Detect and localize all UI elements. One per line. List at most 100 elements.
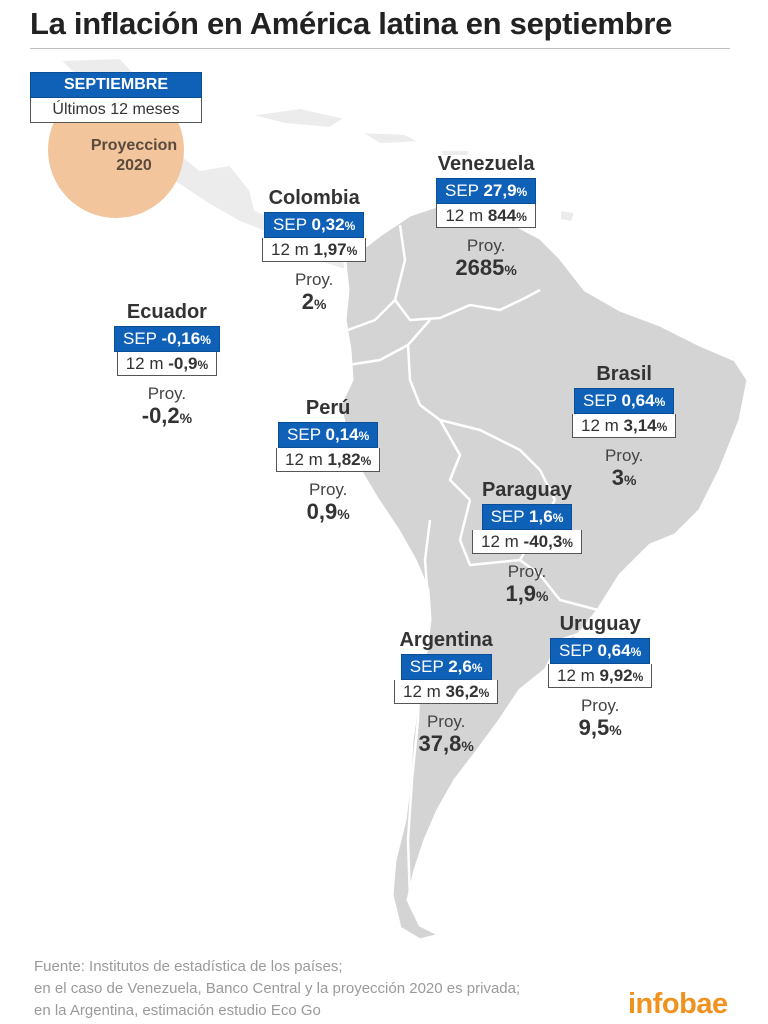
- twelve-month-box: 12 m -40,3%: [472, 530, 582, 554]
- sep-value: -0,16: [161, 329, 201, 348]
- twelve-month-box: 12 m 9,92%: [548, 664, 653, 688]
- percent-sign: %: [358, 429, 370, 443]
- legend-sep-box: SEPTIEMBRE: [30, 72, 202, 98]
- projection-label: Proy.: [580, 696, 620, 715]
- percent-sign: %: [314, 296, 327, 312]
- twelve-month-prefix: 12 m: [557, 666, 595, 685]
- projection-label: Proy.: [507, 562, 547, 581]
- percent-sign: %: [197, 358, 209, 372]
- legend-projection-label: Proyeccion 2020: [66, 136, 202, 176]
- country-name: Venezuela: [437, 153, 535, 175]
- projection-number: 2: [301, 289, 315, 314]
- sep-prefix: SEP: [287, 425, 321, 444]
- twelve-month-prefix: 12 m: [403, 682, 441, 701]
- projection-value: 1,9%: [472, 582, 582, 608]
- projection-number: 37,8: [418, 731, 462, 756]
- sep-prefix: SEP: [559, 641, 593, 660]
- percent-sign: %: [461, 738, 474, 754]
- percent-sign: %: [632, 670, 644, 684]
- twelve-month-box: 12 m 36,2%: [394, 680, 499, 704]
- source-line: Fuente: Institutos de estadística de los…: [34, 958, 343, 975]
- twelve-month-box: 12 m 1,82%: [276, 448, 381, 472]
- percent-sign: %: [516, 185, 528, 199]
- country-paraguay: Paraguay SEP 1,6% 12 m -40,3% Proy. 1,9%: [472, 478, 582, 608]
- percent-sign: %: [516, 210, 527, 224]
- sep-prefix: SEP: [583, 391, 617, 410]
- percent-sign: %: [552, 511, 564, 525]
- twelve-month-value: 1,97: [313, 240, 347, 259]
- twelve-month-prefix: 12 m: [581, 416, 619, 435]
- sep-value: 0,14: [325, 425, 359, 444]
- percent-sign: %: [346, 244, 358, 258]
- country-name: Brasil: [596, 363, 652, 385]
- country-ecuador: Ecuador SEP -0,16% 12 m -0,9% Proy. -0,2…: [114, 300, 220, 430]
- twelve-month-prefix: 12 m: [481, 532, 519, 551]
- sep-value: 1,6: [529, 507, 553, 526]
- legend-projection-line1: Proyeccion: [90, 137, 178, 154]
- percent-sign: %: [337, 506, 350, 522]
- source-note: Fuente: Institutos de estadística de los…: [34, 956, 520, 1022]
- projection-number: 0,9: [306, 499, 338, 524]
- sep-prefix: SEP: [445, 181, 479, 200]
- twelve-month-value: 1,82: [327, 450, 361, 469]
- twelve-month-prefix: 12 m: [445, 206, 484, 225]
- country-name: Colombia: [268, 187, 360, 209]
- percent-sign: %: [504, 262, 517, 278]
- projection-number: -0,2: [141, 403, 180, 428]
- infobae-logo: infobae: [628, 988, 728, 1020]
- percent-sign: %: [360, 454, 372, 468]
- percent-sign: %: [624, 472, 637, 488]
- percent-sign: %: [630, 645, 642, 659]
- projection-value: 2685%: [436, 256, 536, 282]
- sep-prefix: SEP: [273, 215, 307, 234]
- percent-sign: %: [200, 333, 211, 347]
- projection-label: Proy.: [466, 236, 506, 255]
- sep-box: SEP -0,16%: [114, 326, 220, 352]
- sep-box: SEP 0,64%: [574, 388, 675, 414]
- projection-value: 9,5%: [548, 716, 652, 742]
- twelve-month-prefix: 12 m: [125, 354, 164, 373]
- projection-label: Proy.: [308, 480, 348, 499]
- twelve-month-prefix: 12 m: [285, 450, 323, 469]
- source-line: en la Argentina, estimación estudio Eco …: [34, 1002, 321, 1019]
- sep-value: 0,32: [311, 215, 345, 234]
- country-venezuela: Venezuela SEP 27,9% 12 m 844% Proy. 2685…: [436, 152, 537, 282]
- country-brasil: Brasil SEP 0,64% 12 m 3,14% Proy. 3%: [572, 362, 677, 492]
- country-argentina: Argentina SEP 2,6% 12 m 36,2% Proy. 37,8…: [394, 628, 499, 758]
- sep-value: 0,64: [597, 641, 631, 660]
- country-name: Argentina: [399, 629, 493, 651]
- country-name: Ecuador: [126, 301, 207, 323]
- twelve-month-value: 9,92: [599, 666, 633, 685]
- country-peru: Perú SEP 0,14% 12 m 1,82% Proy. 0,9%: [276, 396, 381, 526]
- projection-label: Proy.: [604, 446, 644, 465]
- country-uruguay: Uruguay SEP 0,64% 12 m 9,92% Proy. 9,5%: [548, 612, 653, 742]
- percent-sign: %: [609, 722, 622, 738]
- sep-box: SEP 0,32%: [264, 212, 365, 238]
- sep-prefix: SEP: [409, 657, 444, 676]
- twelve-month-value: 3,14: [623, 416, 657, 435]
- projection-value: 37,8%: [394, 732, 498, 758]
- twelve-month-value: -0,9: [168, 354, 198, 373]
- projection-value: 2%: [262, 290, 366, 316]
- percent-sign: %: [471, 661, 483, 675]
- percent-sign: %: [656, 420, 668, 434]
- twelve-month-box: 12 m 3,14%: [572, 414, 677, 438]
- source-line: en el caso de Venezuela, Banco Central y…: [34, 980, 521, 997]
- sep-box: SEP 0,14%: [278, 422, 379, 448]
- page-title: La inflación en América latina en septie…: [30, 6, 673, 41]
- twelve-month-box: 12 m -0,9%: [116, 352, 218, 376]
- projection-value: 3%: [572, 466, 676, 492]
- projection-number: 2685: [455, 255, 505, 280]
- percent-sign: %: [536, 588, 549, 604]
- percent-sign: %: [654, 395, 666, 409]
- projection-number: 9,5: [578, 715, 610, 740]
- legend-12m-box: Últimos 12 meses: [30, 98, 202, 123]
- country-name: Paraguay: [481, 479, 572, 501]
- percent-sign: %: [179, 410, 193, 426]
- percent-sign: %: [344, 219, 356, 233]
- sep-value: 0,64: [621, 391, 655, 410]
- twelve-month-prefix: 12 m: [271, 240, 309, 259]
- sep-box: SEP 0,64%: [550, 638, 651, 664]
- projection-number: 1,9: [505, 581, 537, 606]
- projection-number: 3: [611, 465, 625, 490]
